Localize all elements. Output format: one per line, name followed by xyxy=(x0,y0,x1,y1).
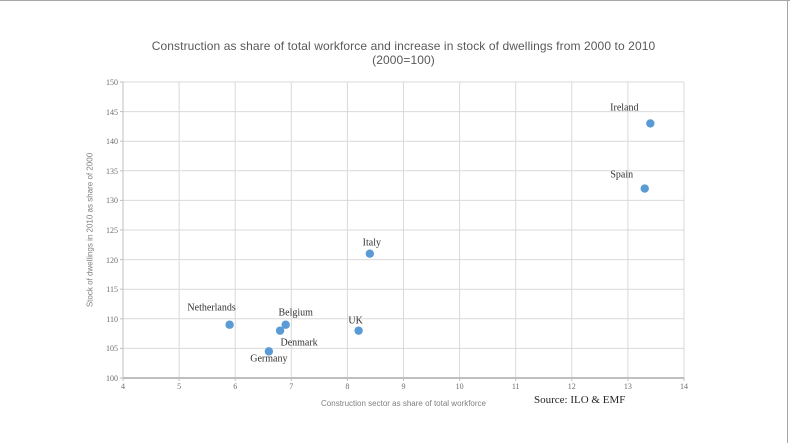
data-point-italy xyxy=(365,249,375,258)
data-point-label-netherlands: Netherlands xyxy=(187,302,236,314)
x-tick-label: 13 xyxy=(623,382,632,391)
y-tick-label: 150 xyxy=(106,78,118,87)
y-tick-label: 135 xyxy=(106,166,118,176)
plot-area: Netherlands Germany Denmark Belgium UK Italy S… xyxy=(120,81,685,381)
data-point-spain xyxy=(640,184,649,193)
data-point-label-denmark: Denmark xyxy=(280,337,318,349)
y-axis-title: Stock of dwellings in 2010 as share of 2… xyxy=(85,152,95,308)
x-tick-label: 11 xyxy=(511,382,520,391)
data-point-label-italy: Italy xyxy=(362,237,381,249)
source-note: Source: ILO & EMF xyxy=(534,394,626,406)
x-tick-label: 7 xyxy=(289,382,294,391)
window-top-border xyxy=(0,0,790,1)
chart-title: Construction as share of total workforce… xyxy=(151,39,656,67)
y-tick-label: 110 xyxy=(106,314,118,324)
y-tick-label: 145 xyxy=(106,107,118,117)
x-tick-label: 8 xyxy=(345,382,350,391)
data-point-label-spain: Spain xyxy=(610,169,634,181)
data-point-label-uk: UK xyxy=(348,315,363,327)
data-point-uk xyxy=(354,326,363,335)
y-tick-label: 125 xyxy=(106,226,118,235)
x-tick-label: 9 xyxy=(401,382,406,391)
data-point-label-belgium: Belgium xyxy=(278,307,313,319)
y-tick-label: 115 xyxy=(106,285,118,295)
y-tick-label: 105 xyxy=(106,344,118,354)
x-axis-title: Construction sector as share of total wo… xyxy=(321,399,486,408)
window-right-border xyxy=(787,0,788,443)
x-tick-label: 5 xyxy=(177,382,182,391)
data-point-denmark xyxy=(275,326,285,335)
data-point-germany xyxy=(264,347,274,356)
y-tick-label: 100 xyxy=(106,374,118,383)
data-point-netherlands xyxy=(225,320,234,329)
scatter-plot xyxy=(120,81,685,381)
x-tick-label: 12 xyxy=(567,382,576,391)
y-tick-label: 120 xyxy=(106,255,118,265)
x-tick-label: 10 xyxy=(455,382,464,391)
data-point-label-germany: Germany xyxy=(250,353,288,365)
x-tick-label: 6 xyxy=(233,382,238,391)
x-tick-label: 14 xyxy=(680,382,688,391)
x-tick-label: 4 xyxy=(121,382,125,391)
y-tick-label: 140 xyxy=(106,137,118,147)
data-point-label-ireland: Ireland xyxy=(610,102,639,114)
y-tick-label: 130 xyxy=(106,196,118,206)
data-point-ireland xyxy=(646,119,655,128)
data-point-belgium xyxy=(281,320,290,329)
